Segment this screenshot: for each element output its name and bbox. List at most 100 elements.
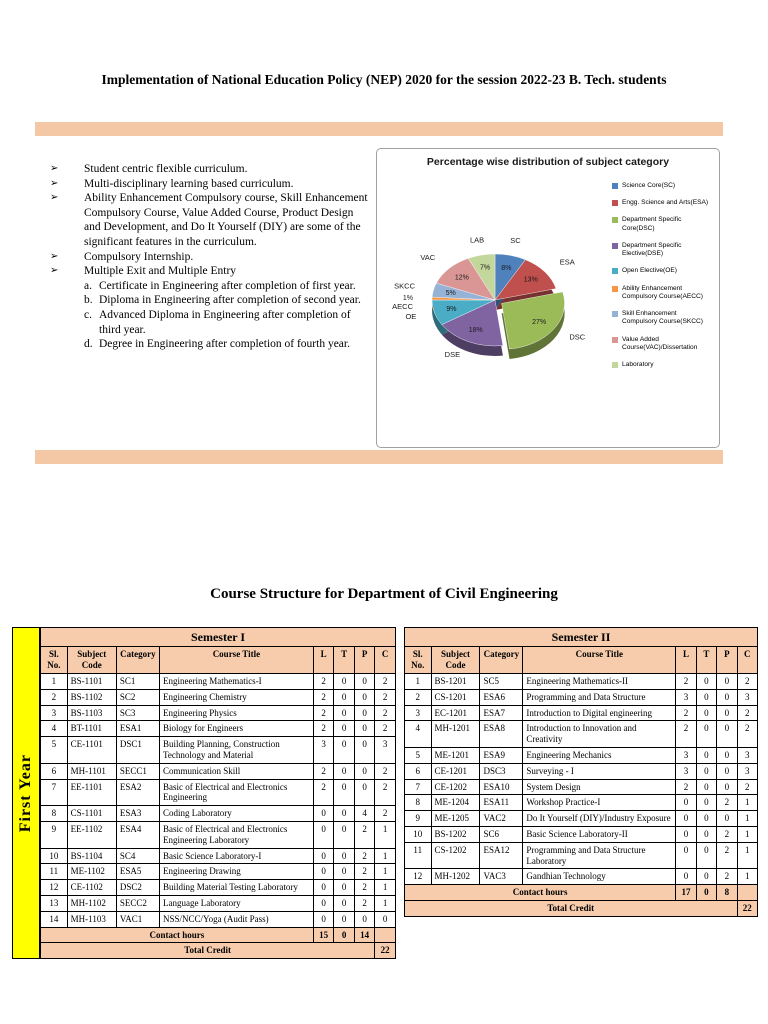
p-hours: 2 xyxy=(353,863,376,881)
credits: 2 xyxy=(374,778,396,807)
pie-slice-dse xyxy=(441,299,504,347)
total-credit-label: Total Credit xyxy=(404,899,738,917)
t-hours: 0 xyxy=(333,736,355,764)
t-hours: 0 xyxy=(333,778,355,807)
subject-code: MH-1102 xyxy=(66,894,117,912)
subject-code: CE-1102 xyxy=(66,879,117,896)
semester-title: Semester I xyxy=(40,626,396,648)
sl-no: 8 xyxy=(404,794,432,812)
bullet-text: Ability Enhancement Compulsory course, S… xyxy=(84,192,368,248)
exit-option-text: Advanced Diploma in Engineering after co… xyxy=(99,308,351,336)
l-hours: 0 xyxy=(312,894,335,912)
p-hours: 2 xyxy=(353,879,376,896)
p-hours: 0 xyxy=(353,910,376,928)
category: VAC3 xyxy=(479,868,524,886)
subject-code: CS-1101 xyxy=(66,805,117,822)
course-row: 13 MH-1102 SECC2 Language Laboratory 0 0 2 1 xyxy=(40,894,396,912)
p-hours: 0 xyxy=(353,736,376,764)
subject-code: MH-1201 xyxy=(430,720,481,748)
pie-percent-sc: 8% xyxy=(501,265,511,272)
course-title: Basic Science Laboratory-I xyxy=(158,847,314,865)
l-hours: 0 xyxy=(675,841,697,870)
course-title: Engineering Drawing xyxy=(158,863,314,881)
bullet-item: ➢ Compulsory Internship. xyxy=(50,250,370,265)
course-title: Communication Skill xyxy=(158,762,314,780)
category: DSC1 xyxy=(115,736,160,764)
subject-code: ME-1102 xyxy=(66,863,117,881)
t-hours: 0 xyxy=(695,720,718,748)
l-hours: 0 xyxy=(675,825,697,843)
contact-hours-label: Contact hours xyxy=(403,884,677,901)
bullet-text: Compulsory Internship. xyxy=(84,250,194,263)
total-credit-row: Total Credit 22 xyxy=(39,942,396,960)
column-header: C xyxy=(736,646,759,674)
course-title: Engineering Mathematics-I xyxy=(158,672,314,690)
course-row: 1 BS-1201 SC5 Engineering Mathematics-II 2 0 0… xyxy=(404,672,759,690)
credits: 3 xyxy=(374,736,396,764)
t-hours: 0 xyxy=(333,863,355,881)
legend-label: Department Specific Core(DSC) xyxy=(622,216,682,232)
column-header: Sl. No. xyxy=(40,646,68,674)
l-hours: 2 xyxy=(675,672,697,690)
course-title: System Design xyxy=(522,778,677,796)
p-hours: 2 xyxy=(716,868,738,886)
t-hours: 0 xyxy=(333,894,355,912)
category: SC5 xyxy=(479,672,524,690)
semester2-table: Semester II Sl. No. Subject Code Category Co… xyxy=(403,626,759,917)
year-band: First Year xyxy=(12,627,40,960)
pie-label-dsc: DSC xyxy=(569,333,585,342)
pie-label-esa: ESA xyxy=(560,258,575,267)
t-hours: 0 xyxy=(695,810,718,827)
t-hours: 0 xyxy=(695,672,718,690)
course-row: 3 BS-1103 SC3 Engineering Physics 2 0 0 2 xyxy=(40,704,396,722)
legend-swatch-icon xyxy=(612,285,618,292)
category: ESA7 xyxy=(479,704,524,722)
sl-no: 13 xyxy=(40,894,68,912)
l-hours: 0 xyxy=(312,879,335,896)
credits: 1 xyxy=(374,863,396,881)
category: ESA4 xyxy=(115,820,160,849)
bullet-arrow-icon: ➢ xyxy=(50,177,59,189)
l-hours: 3 xyxy=(675,688,697,706)
sl-no: 7 xyxy=(404,778,432,796)
total-credit-row: Total Credit 22 xyxy=(404,899,759,917)
legend-swatch-icon xyxy=(612,362,618,369)
course-row: 4 BT-1101 ESA1 Biology for Engineers 2 0 0 2 xyxy=(40,720,396,738)
contact-hours-row: Contact hours 17 0 8 xyxy=(403,884,759,901)
section-heading: Course Structure for Department of Civil… xyxy=(210,586,558,602)
contact-hours-label: Contact hours xyxy=(40,926,314,944)
credits: 2 xyxy=(374,704,396,722)
column-header: P xyxy=(716,646,738,674)
course-row: 1 BS-1101 SC1 Engineering Mathematics-I 2 0 0 2 xyxy=(40,672,396,690)
t-hours: 0 xyxy=(333,672,355,690)
pie-chart: 8% SC 13% ESA 27% DSC 18% DSE 9% OE 1%AECC 5% SKCC 12… xyxy=(392,236,586,360)
contact-hours-value: 14 xyxy=(353,926,376,944)
category: SECC1 xyxy=(115,762,160,780)
l-hours: 2 xyxy=(675,778,697,796)
category: SC6 xyxy=(479,825,524,843)
t-hours: 0 xyxy=(333,704,355,722)
exit-option-text: Degree in Engineering after completion o… xyxy=(99,338,350,351)
t-hours: 0 xyxy=(333,762,355,780)
p-hours: 0 xyxy=(716,688,738,706)
legend-item: Science Core(SC) xyxy=(612,182,713,190)
l-hours: 3 xyxy=(312,736,335,764)
course-row: 11 CS-1202 ESA12 Programming and Data Struc… xyxy=(404,841,759,870)
column-header: L xyxy=(312,646,335,674)
pie-label-dse: DSE xyxy=(445,350,460,359)
category: ESA8 xyxy=(479,720,524,748)
p-hours: 0 xyxy=(716,778,738,796)
subject-code: BS-1103 xyxy=(66,704,117,722)
credits: 1 xyxy=(736,868,759,886)
chart-legend: Science Core(SC) Engg. Science and Arts(E… xyxy=(612,170,719,435)
exit-option-letter: d. xyxy=(84,338,93,351)
course-title: Biology for Engineers xyxy=(158,720,314,738)
legend-item: Open Elective(OE) xyxy=(612,267,713,275)
course-row: 8 ME-1204 ESA11 Workshop Practice-I 0 0 2 1 xyxy=(404,794,759,812)
sl-no: 8 xyxy=(40,805,68,822)
subject-code: BS-1101 xyxy=(66,672,117,690)
category: ESA10 xyxy=(479,778,524,796)
column-header: Category xyxy=(115,646,160,674)
sl-no: 1 xyxy=(40,672,68,690)
credits: 1 xyxy=(374,847,396,865)
